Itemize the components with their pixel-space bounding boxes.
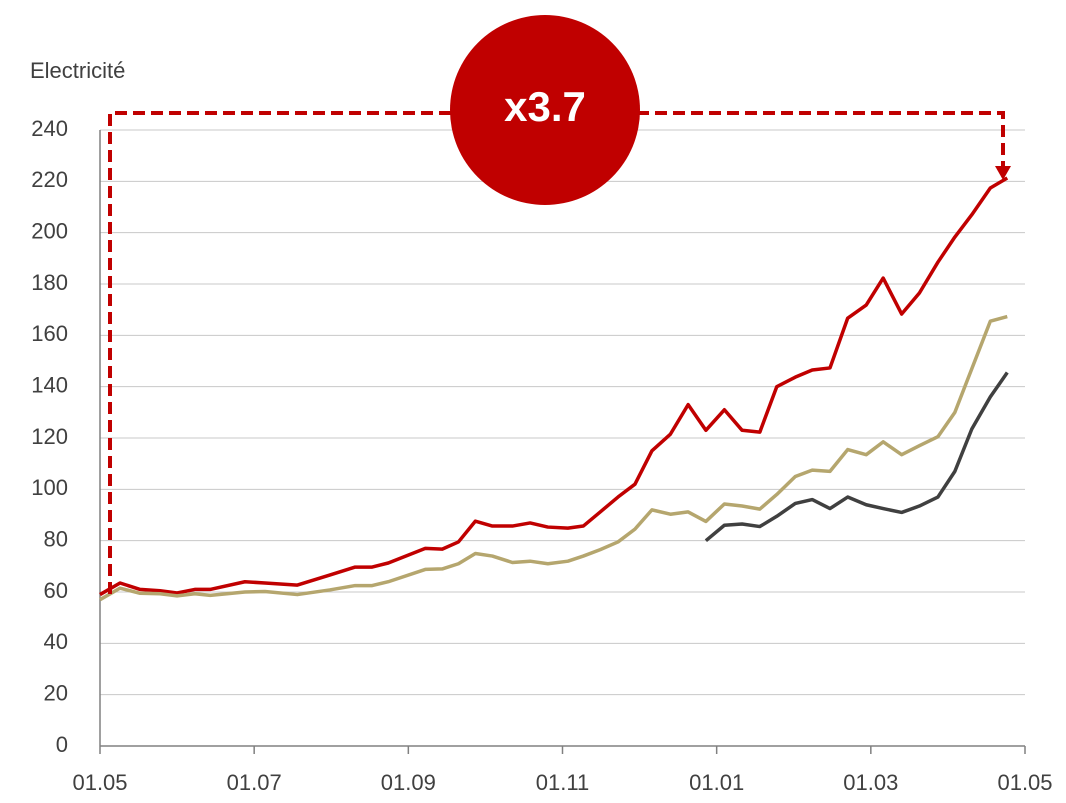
x-tick-label: 01.01 (689, 770, 744, 795)
y-tick-label: 220 (31, 167, 68, 192)
badge (450, 15, 640, 205)
y-tick-label: 120 (31, 424, 68, 449)
y-tick-label: 80 (44, 526, 68, 551)
y-tick-label: 40 (44, 629, 68, 654)
arrow-head (995, 166, 1011, 180)
x-tick-label: 01.09 (381, 770, 436, 795)
series-line (99, 176, 1009, 597)
y-tick-label: 20 (44, 680, 68, 705)
y-tick-label: 140 (31, 372, 68, 397)
y-tick-label: 160 (31, 321, 68, 346)
y-tick-label: 180 (31, 270, 68, 295)
y-tick-label: 100 (31, 475, 68, 500)
series-line (99, 314, 1008, 602)
y-tick-label: 240 (31, 116, 68, 141)
y-axis-label: Electricité (30, 58, 125, 83)
x-tick-label: 01.03 (843, 770, 898, 795)
series-line (704, 371, 1009, 543)
x-tick-label: 01.07 (227, 770, 282, 795)
y-tick-label: 200 (31, 218, 68, 243)
x-tick-label: 01.05 (72, 770, 127, 795)
lines (99, 176, 1009, 602)
y-tick-label: 0 (56, 732, 68, 757)
badge-label: x3.7 (504, 83, 586, 130)
x-tick-label: 01.05 (997, 770, 1052, 795)
x-tick-label: 01.11 (536, 770, 589, 795)
y-tick-label: 60 (44, 578, 68, 603)
